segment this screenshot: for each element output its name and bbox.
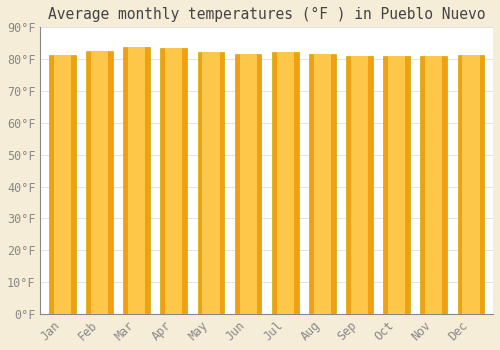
Bar [426, 56, 442, 314]
Bar [314, 54, 331, 314]
Bar [462, 55, 479, 314]
Bar [346, 56, 373, 314]
Bar [54, 55, 71, 314]
Bar [86, 51, 113, 314]
Title: Average monthly temperatures (°F ) in Pueblo Nuevo: Average monthly temperatures (°F ) in Pu… [48, 7, 486, 22]
Bar [351, 56, 368, 314]
Bar [198, 52, 224, 314]
Bar [128, 47, 145, 314]
Bar [91, 51, 108, 314]
Bar [240, 54, 256, 314]
Bar [309, 54, 336, 314]
Bar [202, 52, 220, 314]
Bar [388, 56, 405, 314]
Bar [276, 52, 294, 314]
Bar [420, 56, 447, 314]
Bar [384, 56, 410, 314]
Bar [272, 52, 298, 314]
Bar [49, 55, 76, 314]
Bar [458, 55, 484, 314]
Bar [124, 47, 150, 314]
Bar [234, 54, 262, 314]
Bar [160, 48, 187, 314]
Bar [166, 48, 182, 314]
